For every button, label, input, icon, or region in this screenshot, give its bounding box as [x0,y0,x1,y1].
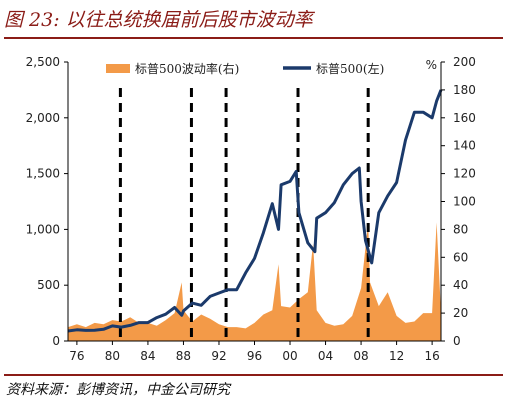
right-tick-label-10: 200 [453,55,476,69]
left-tick-label-2: 1,000 [26,222,60,236]
volatility-chart: 0 500 1,000 1,500 2,000 2,500 0 20 40 60 80 100 120 1… [26,55,476,363]
right-tick-label-0: 0 [453,334,461,348]
x-tick-label-10: 16 [424,349,439,363]
x-tick-label-8: 08 [353,349,368,363]
x-tick-label-1: 80 [105,349,120,363]
right-tick-label-9: 180 [453,83,476,97]
volatility-area [68,222,441,341]
right-axis-unit: % [426,58,437,72]
left-tick-label-1: 500 [37,278,60,292]
x-tick-label-0: 76 [69,349,84,363]
right-tick-label-8: 160 [453,111,476,125]
left-tick-label-5: 2,500 [26,55,60,69]
title-divider [4,37,503,39]
x-tick-label-3: 88 [176,349,191,363]
source-note: 资料来源：彭博资讯，中金公司研究 [6,382,230,398]
right-tick-label-1: 20 [453,306,468,320]
x-tick-label-5: 96 [247,349,262,363]
source-divider [4,374,503,376]
x-tick-label-7: 04 [318,349,333,363]
x-tick-label-4: 92 [211,349,226,363]
index-line-series [67,89,443,333]
legend-label-index: 标普500(左) [316,61,384,76]
right-tick-label-5: 100 [453,195,476,209]
right-tick-label-4: 80 [453,222,468,236]
page-title: 图 23: 以往总统换届前后股市波动率 [4,9,313,31]
index-line [67,89,443,333]
x-tick-label-9: 12 [389,349,404,363]
right-tick-label-6: 120 [453,167,476,181]
legend-label-volatility: 标普500波动率(右) [135,61,239,76]
right-tick-label-3: 60 [453,250,468,264]
election-marker-lines [118,88,370,341]
volatility-area-series [68,222,441,341]
chart-axes: 0 500 1,000 1,500 2,000 2,500 0 20 40 60 80 100 120 1… [26,55,476,363]
x-tick-label-2: 84 [140,349,155,363]
legend-swatch-volatility [106,64,130,73]
right-tick-label-2: 40 [453,278,468,292]
x-tick-label-6: 00 [282,349,297,363]
left-tick-label-4: 2,000 [26,111,60,125]
chart-legend: 标普500波动率(右) 标普500(左) [106,61,384,76]
left-tick-label-3: 1,500 [26,167,60,181]
left-tick-label-0: 0 [52,334,60,348]
right-tick-label-7: 140 [453,139,476,153]
